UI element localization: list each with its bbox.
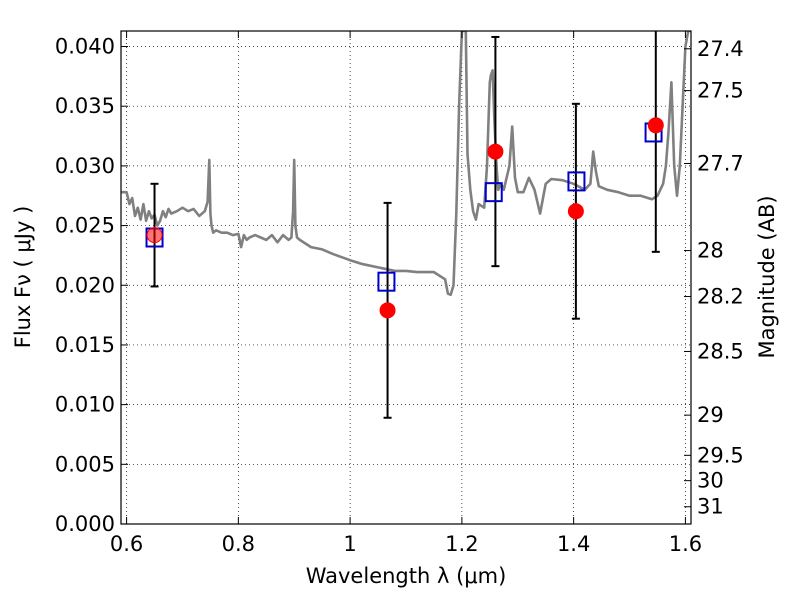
y-tick-label-6: 0.030 — [55, 154, 115, 178]
x-tick-label-5: 1.6 — [669, 532, 702, 556]
y2-tick-label-3: 28 — [697, 239, 724, 263]
y2-tick-label-1: 27.5 — [697, 79, 744, 103]
x-tick-label-1: 0.8 — [222, 532, 255, 556]
y2-tick-label-8: 30 — [697, 469, 724, 493]
y-tick-label-1: 0.005 — [55, 452, 115, 476]
y2-tick-label-2: 27.7 — [697, 152, 744, 176]
model-square-marker-3 — [567, 171, 586, 192]
y2-tick-label-4: 28.2 — [697, 285, 744, 309]
observed-circle-marker-3 — [567, 203, 584, 220]
observed-circle-marker-4 — [647, 117, 664, 134]
x-tick-label-2: 1 — [343, 532, 356, 556]
y2-tick-label-7: 29.5 — [697, 443, 744, 467]
y-tick-label-3: 0.015 — [55, 333, 115, 357]
x-axis-title: Wavelength λ (μm) — [306, 564, 507, 588]
y-tick-label-0: 0.000 — [55, 512, 115, 536]
model-spectrum-line — [121, 31, 691, 297]
model-square-marker-1 — [377, 271, 396, 292]
y-tick-label-5: 0.025 — [55, 214, 115, 238]
x-tick-label-4: 1.4 — [557, 532, 590, 556]
observed-circle-marker-1 — [379, 302, 396, 319]
y2-tick-label-6: 29 — [697, 403, 724, 427]
y-tick-label-8: 0.040 — [55, 35, 115, 59]
x-tick-label-3: 1.2 — [445, 532, 478, 556]
data-markers — [145, 117, 664, 319]
y-tick-label-4: 0.020 — [55, 273, 115, 297]
plot-background — [121, 31, 691, 524]
observed-circle-marker-0 — [146, 227, 163, 244]
y-axis-title: Flux Fν ( μJy ) — [11, 206, 35, 349]
y2-axis-title: Magnitude (AB) — [755, 195, 779, 358]
y2-tick-label-5: 28.5 — [697, 339, 744, 363]
y2-tick-label-0: 27.4 — [697, 37, 744, 61]
plot-frame — [120, 30, 692, 525]
x-tick-label-0: 0.6 — [110, 532, 143, 556]
tick-labels: 0.6 0.8 1 1.2 1.4 1.6 0.000 0.005 0.010 0.015 0.02… — [55, 35, 744, 556]
y2-tick-label-9: 31 — [697, 495, 724, 519]
grid-lines — [121, 31, 691, 524]
model-square-marker-2 — [484, 182, 503, 203]
y-tick-label-7: 0.035 — [55, 94, 115, 118]
model-spectrum-layer — [121, 31, 691, 297]
axis-ticks — [121, 31, 691, 525]
observed-circle-marker-2 — [487, 143, 504, 160]
y-tick-label-2: 0.010 — [55, 393, 115, 417]
